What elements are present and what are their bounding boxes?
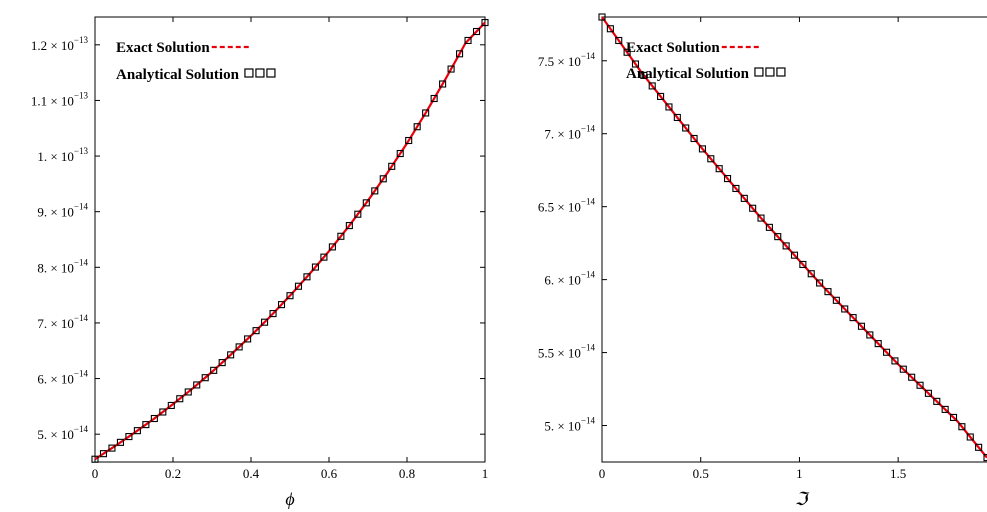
y-tick-label: 5. × 10−14 (37, 424, 88, 442)
y-tick-exponent: −13 (74, 90, 89, 100)
legend-marker-square (755, 68, 763, 76)
y-tick-exponent: −14 (74, 257, 89, 267)
y-tick-label: 5. × 10−14 (544, 416, 595, 434)
y-tick-label: 6. × 10−14 (37, 369, 88, 387)
x-tick-label: 0.4 (243, 466, 260, 481)
y-tick-label: 1.1 × 10−13 (31, 90, 89, 108)
series-line-exact (95, 23, 485, 460)
x-tick-label: 0.6 (321, 466, 338, 481)
y-tick-mantissa: 1.1 × 10 (31, 93, 74, 108)
legend-label: Exact Solution (116, 40, 210, 56)
y-tick-label: 7. × 10−14 (37, 313, 88, 331)
y-tick-mantissa: 5. × 10 (544, 419, 581, 434)
y-tick-mantissa: 5.5 × 10 (538, 346, 581, 361)
legend-label: Analytical Solution (626, 66, 750, 82)
x-axis-label: ϕ (285, 489, 294, 509)
y-tick-mantissa: 6.5 × 10 (538, 200, 581, 215)
y-tick-exponent: −14 (581, 124, 596, 134)
legend-marker-square (256, 69, 264, 77)
x-tick-label: 1.5 (890, 466, 906, 481)
y-tick-exponent: −14 (74, 313, 89, 323)
y-tick-mantissa: 8. × 10 (37, 260, 74, 275)
y-tick-label: 9. × 10−14 (37, 202, 88, 220)
legend-marker-square (777, 68, 785, 76)
y-tick-label: 5.5 × 10−14 (538, 343, 596, 361)
y-tick-mantissa: 5. × 10 (37, 427, 74, 442)
y-tick-mantissa: 1.2 × 10 (31, 38, 74, 53)
y-tick-mantissa: 7.5 × 10 (538, 54, 581, 69)
x-tick-label: 0.8 (399, 466, 415, 481)
x-tick-label: 1 (796, 466, 803, 481)
y-tick-mantissa: 9. × 10 (37, 205, 74, 220)
y-tick-exponent: −13 (74, 35, 89, 45)
y-tick-label: 7.5 × 10−14 (538, 51, 596, 69)
y-tick-exponent: −14 (581, 197, 596, 207)
y-tick-exponent: −14 (581, 416, 596, 426)
chart-right: 0 0.5 1 1.55. × 10−145.5 × 10−146. × 10−146… (538, 14, 987, 509)
y-tick-exponent: −14 (581, 51, 596, 61)
y-tick-mantissa: 1. × 10 (37, 149, 74, 164)
x-tick-label: 0.2 (165, 466, 181, 481)
y-tick-label: 1. × 10−13 (37, 146, 88, 164)
x-axis-label: ℑ (795, 489, 811, 509)
series-line-exact (602, 17, 987, 458)
y-tick-exponent: −14 (581, 270, 596, 280)
legend-label: Analytical Solution (116, 67, 240, 83)
x-tick-label: 0.5 (693, 466, 709, 481)
y-tick-exponent: −13 (74, 146, 89, 156)
legend-marker-square (267, 69, 275, 77)
x-tick-label: 0 (92, 466, 99, 481)
legend-label: Exact Solution (626, 40, 720, 56)
y-tick-exponent: −14 (74, 202, 89, 212)
y-tick-exponent: −14 (581, 343, 596, 353)
y-tick-mantissa: 6. × 10 (37, 372, 74, 387)
plot-frame (95, 17, 485, 462)
y-tick-label: 7. × 10−14 (544, 124, 595, 142)
y-tick-mantissa: 7. × 10 (37, 316, 74, 331)
y-tick-exponent: −14 (74, 369, 89, 379)
legend-marker-square (766, 68, 774, 76)
y-tick-exponent: −14 (74, 424, 89, 434)
y-tick-label: 8. × 10−14 (37, 257, 88, 275)
y-tick-label: 1.2 × 10−13 (31, 35, 89, 53)
x-tick-label: 0 (599, 466, 606, 481)
x-tick-label: 1 (482, 466, 489, 481)
legend-marker-square (245, 69, 253, 77)
y-tick-mantissa: 6. × 10 (544, 273, 581, 288)
y-tick-mantissa: 7. × 10 (544, 127, 581, 142)
y-tick-label: 6.5 × 10−14 (538, 197, 596, 215)
y-tick-label: 6. × 10−14 (544, 270, 595, 288)
chart-left: 0 0.2 0.4 0.6 0.8 15. × 10−146. × 10−147. × 1… (31, 17, 488, 509)
